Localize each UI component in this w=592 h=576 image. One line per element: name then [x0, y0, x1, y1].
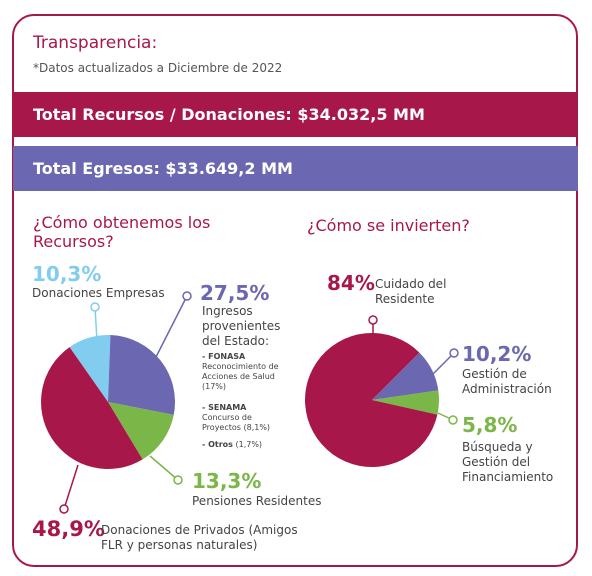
label-administracion: Gestión de Administración [462, 367, 552, 396]
leader-financiamiento-dot [448, 415, 458, 425]
leader-donaciones-privados [63, 464, 79, 510]
label-financiamiento: Búsqueda y Gestión del Financiamiento [462, 440, 554, 484]
right-question: ¿Cómo se invierten? [307, 216, 470, 235]
slice-financiamiento [372, 390, 439, 415]
right-pie [304, 332, 439, 467]
estado-item-fonasa: - FONASA Reconocimiento de Acciones de S… [202, 352, 279, 391]
leader-donaciones-empresas [94, 306, 98, 342]
left-pie [41, 335, 175, 469]
estado-item-otros: - Otros (1,7%) [202, 440, 263, 449]
slice-ingresos-estado [108, 335, 175, 415]
pct-cuidado: 84% [327, 271, 375, 295]
leader-administracion-dot [449, 348, 459, 358]
label-donaciones-privados: Donaciones de Privados (Amigos FLR y per… [101, 523, 298, 552]
left-question: ¿Cómo obtenemos los Recursos? [33, 213, 211, 251]
leader-pensiones-dot [173, 475, 183, 485]
pct-donaciones-privados: 48,9% [32, 517, 105, 541]
total-expenses-band: Total Egresos: $33.649,2 MM [13, 146, 578, 191]
slice-administracion [372, 352, 439, 400]
pct-pensiones: 13,3% [192, 469, 262, 493]
leader-donaciones-privados-dot [59, 504, 69, 514]
leader-pensiones [149, 455, 179, 481]
slice-pensiones [108, 402, 174, 460]
label-ingresos-estado: Ingresos provenientes del Estado: [202, 304, 281, 348]
slice-donaciones-privados [41, 347, 143, 469]
leader-donaciones-empresas-dot [90, 302, 100, 312]
total-resources-band: Total Recursos / Donaciones: $34.032,5 M… [13, 92, 578, 137]
pct-donaciones-empresas: 10,3% [32, 262, 102, 286]
page-subtitle: *Datos actualizados a Diciembre de 2022 [33, 61, 283, 75]
pct-ingresos-estado: 27,5% [200, 281, 270, 305]
leader-ingresos-estado [155, 295, 188, 358]
page-title: Transparencia: [33, 33, 158, 53]
leader-ingresos-estado-dot [182, 291, 192, 301]
pct-administracion: 10,2% [462, 342, 532, 366]
leader-lines [59, 291, 459, 514]
slice-donaciones-empresas [69, 335, 111, 402]
estado-item-senama: - SENAMA Concurso de Proyectos (8,1%) [202, 403, 271, 432]
label-pensiones: Pensiones Residentes [192, 494, 322, 508]
leader-administracion [431, 352, 455, 376]
slice-cuidado [304, 332, 438, 467]
leader-cuidado-dot [368, 315, 378, 325]
label-donaciones-empresas: Donaciones Empresas [32, 286, 165, 300]
label-cuidado: Cuidado del Residente [375, 277, 447, 306]
pct-financiamiento: 5,8% [462, 413, 518, 437]
